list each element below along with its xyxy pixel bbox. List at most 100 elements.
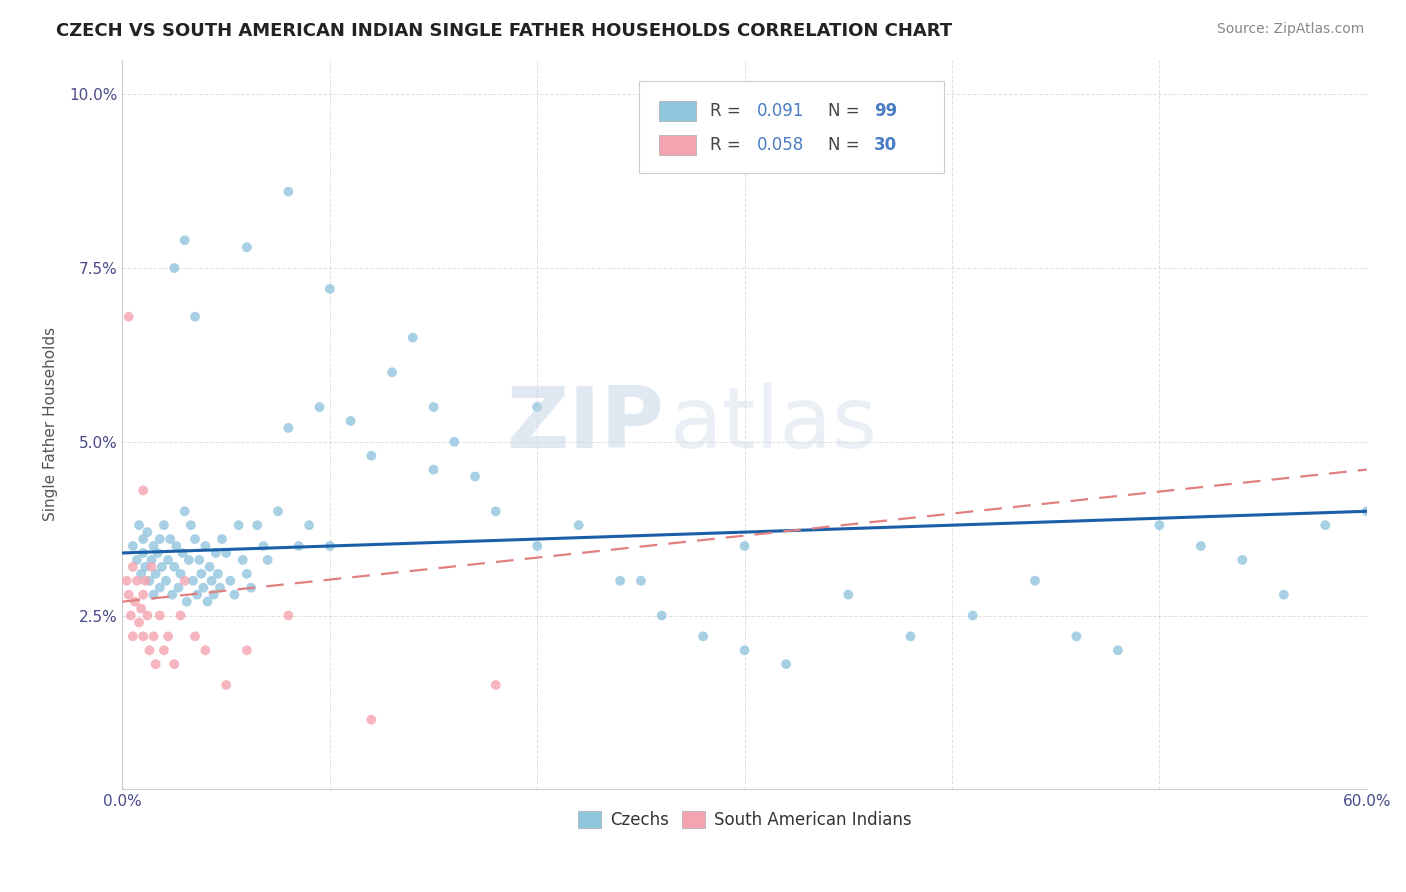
Point <box>132 546 155 560</box>
Text: R =: R = <box>710 102 745 120</box>
Point <box>1272 588 1295 602</box>
Point <box>207 566 229 581</box>
Point <box>142 588 165 602</box>
Point <box>146 546 169 560</box>
Point <box>149 581 172 595</box>
Point <box>692 629 714 643</box>
Text: 0.091: 0.091 <box>756 102 804 120</box>
Point <box>163 657 186 672</box>
Point <box>136 608 159 623</box>
Point <box>197 594 219 608</box>
Point <box>194 539 217 553</box>
Point <box>308 400 330 414</box>
Point <box>128 518 150 533</box>
Point <box>267 504 290 518</box>
Point <box>215 546 238 560</box>
Text: 30: 30 <box>875 136 897 154</box>
Point <box>319 539 342 553</box>
Point <box>381 365 404 379</box>
Point <box>1315 518 1337 533</box>
Point <box>240 581 263 595</box>
Point <box>464 469 486 483</box>
Point <box>176 594 198 608</box>
Point <box>193 581 215 595</box>
Point <box>169 608 191 623</box>
Point <box>339 414 361 428</box>
Point <box>236 240 259 254</box>
Point <box>173 233 195 247</box>
Point <box>155 574 177 588</box>
Point <box>526 539 548 553</box>
Point <box>1355 504 1378 518</box>
Point <box>177 553 200 567</box>
Point <box>121 559 143 574</box>
Point <box>118 310 141 324</box>
FancyBboxPatch shape <box>638 81 943 173</box>
Point <box>129 601 152 615</box>
Point <box>124 594 146 608</box>
Point <box>157 553 180 567</box>
Point <box>298 518 321 533</box>
Point <box>360 713 382 727</box>
FancyBboxPatch shape <box>659 101 696 120</box>
Point <box>138 643 160 657</box>
Point <box>568 518 591 533</box>
Point <box>962 608 984 623</box>
Point <box>145 657 167 672</box>
Point <box>165 539 187 553</box>
Point <box>145 566 167 581</box>
Point <box>208 581 231 595</box>
Point <box>1149 518 1171 533</box>
Text: 99: 99 <box>875 102 897 120</box>
Point <box>422 400 444 414</box>
Point <box>485 678 508 692</box>
Point <box>142 539 165 553</box>
Point <box>1189 539 1212 553</box>
Text: N =: N = <box>828 102 865 120</box>
Point <box>198 559 221 574</box>
Point <box>246 518 269 533</box>
Point <box>184 629 207 643</box>
Point <box>132 588 155 602</box>
Point <box>163 261 186 276</box>
Point <box>132 483 155 498</box>
Point <box>118 588 141 602</box>
Point <box>141 553 163 567</box>
Point <box>900 629 922 643</box>
Point <box>202 588 225 602</box>
Point <box>256 553 278 567</box>
Point <box>163 559 186 574</box>
Point <box>134 559 156 574</box>
Point <box>526 400 548 414</box>
Point <box>775 657 797 672</box>
Point <box>129 566 152 581</box>
Point <box>734 643 756 657</box>
Point <box>252 539 274 553</box>
Point <box>287 539 309 553</box>
Text: 0.058: 0.058 <box>756 136 804 154</box>
Point <box>188 553 211 567</box>
Point <box>169 566 191 581</box>
Y-axis label: Single Father Households: Single Father Households <box>44 327 58 522</box>
FancyBboxPatch shape <box>659 135 696 155</box>
Point <box>125 574 148 588</box>
Point <box>121 539 143 553</box>
Point <box>277 421 299 435</box>
Point <box>204 546 226 560</box>
Point <box>277 608 299 623</box>
Point <box>142 629 165 643</box>
Text: CZECH VS SOUTH AMERICAN INDIAN SINGLE FATHER HOUSEHOLDS CORRELATION CHART: CZECH VS SOUTH AMERICAN INDIAN SINGLE FA… <box>56 22 952 40</box>
Point <box>128 615 150 630</box>
Point <box>734 539 756 553</box>
Point <box>180 518 202 533</box>
Point <box>134 574 156 588</box>
Point <box>194 643 217 657</box>
Point <box>173 574 195 588</box>
Point <box>149 608 172 623</box>
Point <box>186 588 208 602</box>
Point <box>141 559 163 574</box>
Point <box>159 532 181 546</box>
Point <box>211 532 233 546</box>
Point <box>149 532 172 546</box>
Point <box>232 553 254 567</box>
